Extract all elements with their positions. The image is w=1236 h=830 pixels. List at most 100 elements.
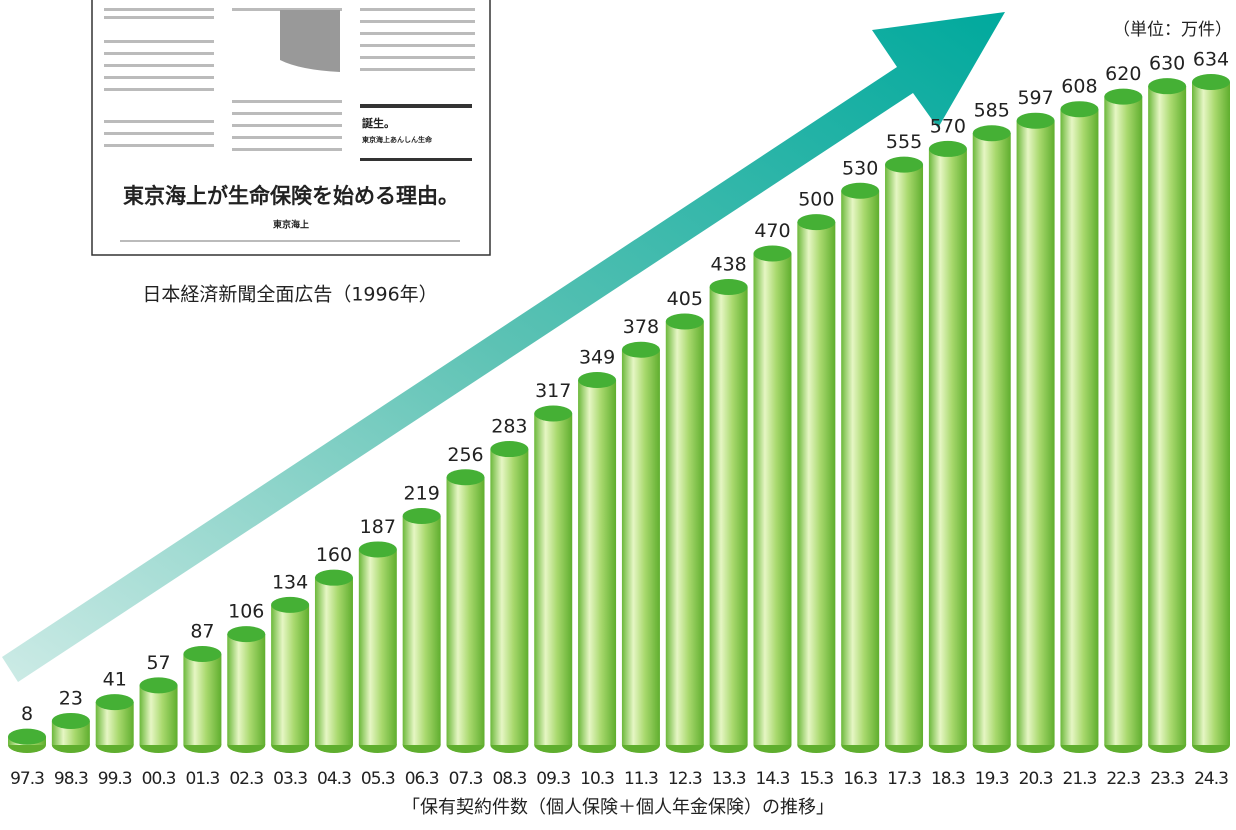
bar-top (797, 214, 836, 231)
x-tick-label: 97.3 (10, 769, 44, 789)
value-label: 219 (404, 482, 440, 504)
newspaper-ad: 誕生。 東京海上あんしん生命 東京海上が生命保険を始める理由。 東京海上 (91, 0, 491, 256)
x-tick-label: 22.3 (1106, 769, 1140, 789)
value-label: 597 (1017, 87, 1053, 109)
x-tick-label: 00.3 (142, 769, 176, 789)
bar-top (358, 541, 397, 558)
value-label: 134 (272, 571, 308, 593)
unit-label: （単位：万件） (1113, 20, 1232, 40)
bar (1104, 96, 1143, 745)
bar-top (885, 156, 924, 173)
bar-top (972, 125, 1011, 142)
value-label: 87 (190, 621, 214, 643)
bar (841, 190, 880, 746)
bar-top (1060, 101, 1099, 118)
value-label: 106 (228, 601, 264, 623)
x-tick-label: 24.3 (1194, 769, 1228, 789)
x-tick-label: 16.3 (843, 769, 877, 789)
value-label: 256 (447, 444, 483, 466)
bar-top (578, 372, 617, 389)
value-label: 570 (930, 115, 966, 137)
bar (227, 634, 266, 745)
bar (490, 449, 529, 745)
value-label: 620 (1105, 63, 1141, 85)
value-label: 608 (1061, 76, 1097, 98)
x-tick-label: 18.3 (931, 769, 965, 789)
x-tick-label: 07.3 (449, 769, 483, 789)
ad-rule (360, 158, 472, 161)
bar (358, 549, 397, 745)
x-tick-label: 23.3 (1150, 769, 1184, 789)
value-label: 57 (146, 652, 170, 674)
bar (314, 577, 353, 745)
bar (446, 477, 485, 745)
bar (797, 222, 836, 745)
value-label: 500 (798, 189, 834, 211)
x-tick-label: 08.3 (492, 769, 526, 789)
value-label: 160 (316, 544, 352, 566)
ad-sponsor: 東京海上 (273, 219, 309, 231)
bar-top (51, 712, 90, 729)
bar-top (1192, 74, 1230, 90)
bar-top (665, 313, 704, 330)
bar (621, 349, 660, 745)
value-label: 349 (579, 347, 615, 369)
x-tick-label: 98.3 (54, 769, 88, 789)
x-tick-label: 05.3 (361, 769, 395, 789)
ad-figure (280, 10, 340, 72)
x-tick-label: 99.3 (98, 769, 132, 789)
value-label: 405 (667, 288, 703, 310)
bar-top (95, 694, 134, 711)
bar-top (8, 728, 46, 745)
x-tick-label: 14.3 (756, 769, 790, 789)
value-label: 23 (59, 687, 83, 709)
value-label: 585 (974, 100, 1010, 122)
x-tick-label: 03.3 (273, 769, 307, 789)
bar-top (1148, 78, 1187, 95)
value-label: 555 (886, 131, 922, 153)
value-label: 317 (535, 380, 571, 402)
x-tick-label: 11.3 (624, 769, 658, 789)
x-tick-label: 12.3 (668, 769, 702, 789)
ad-box-title: 誕生。 (362, 116, 395, 130)
value-label: 470 (754, 220, 790, 242)
bar-top (446, 469, 485, 486)
value-label: 630 (1149, 53, 1185, 75)
value-label: 187 (360, 516, 396, 538)
bar-top (621, 341, 660, 358)
value-label: 378 (623, 316, 659, 338)
bar (928, 148, 967, 746)
ad-caption: 日本経済新聞全面広告（1996年） (142, 284, 437, 306)
bar-top (928, 140, 967, 157)
bar-top (490, 441, 529, 458)
x-tick-label: 06.3 (405, 769, 439, 789)
x-tick-label: 02.3 (229, 769, 263, 789)
bar (665, 321, 704, 745)
bar-top (183, 646, 222, 663)
bar (183, 654, 222, 745)
bar (534, 413, 573, 745)
x-tick-label: 13.3 (712, 769, 746, 789)
ad-body-text (104, 8, 475, 242)
bar-top (271, 596, 310, 613)
bar-top (402, 507, 441, 524)
bar-top (227, 626, 266, 643)
x-tick-label: 20.3 (1019, 769, 1053, 789)
x-tick-label: 04.3 (317, 769, 351, 789)
x-tick-label: 17.3 (887, 769, 921, 789)
ad-rule (360, 104, 472, 108)
value-label: 634 (1193, 49, 1229, 71)
bar (402, 515, 441, 745)
x-tick-label: 09.3 (536, 769, 570, 789)
bar (1148, 86, 1187, 745)
bar (885, 164, 924, 745)
value-label: 41 (103, 669, 127, 691)
bar (578, 380, 617, 745)
x-tick-label: 19.3 (975, 769, 1009, 789)
trend-arrow (2, 12, 1005, 682)
bar-top (1016, 112, 1055, 129)
bar (139, 685, 178, 745)
bar-top (1104, 88, 1143, 105)
bar (271, 604, 310, 745)
bar (1192, 82, 1230, 745)
